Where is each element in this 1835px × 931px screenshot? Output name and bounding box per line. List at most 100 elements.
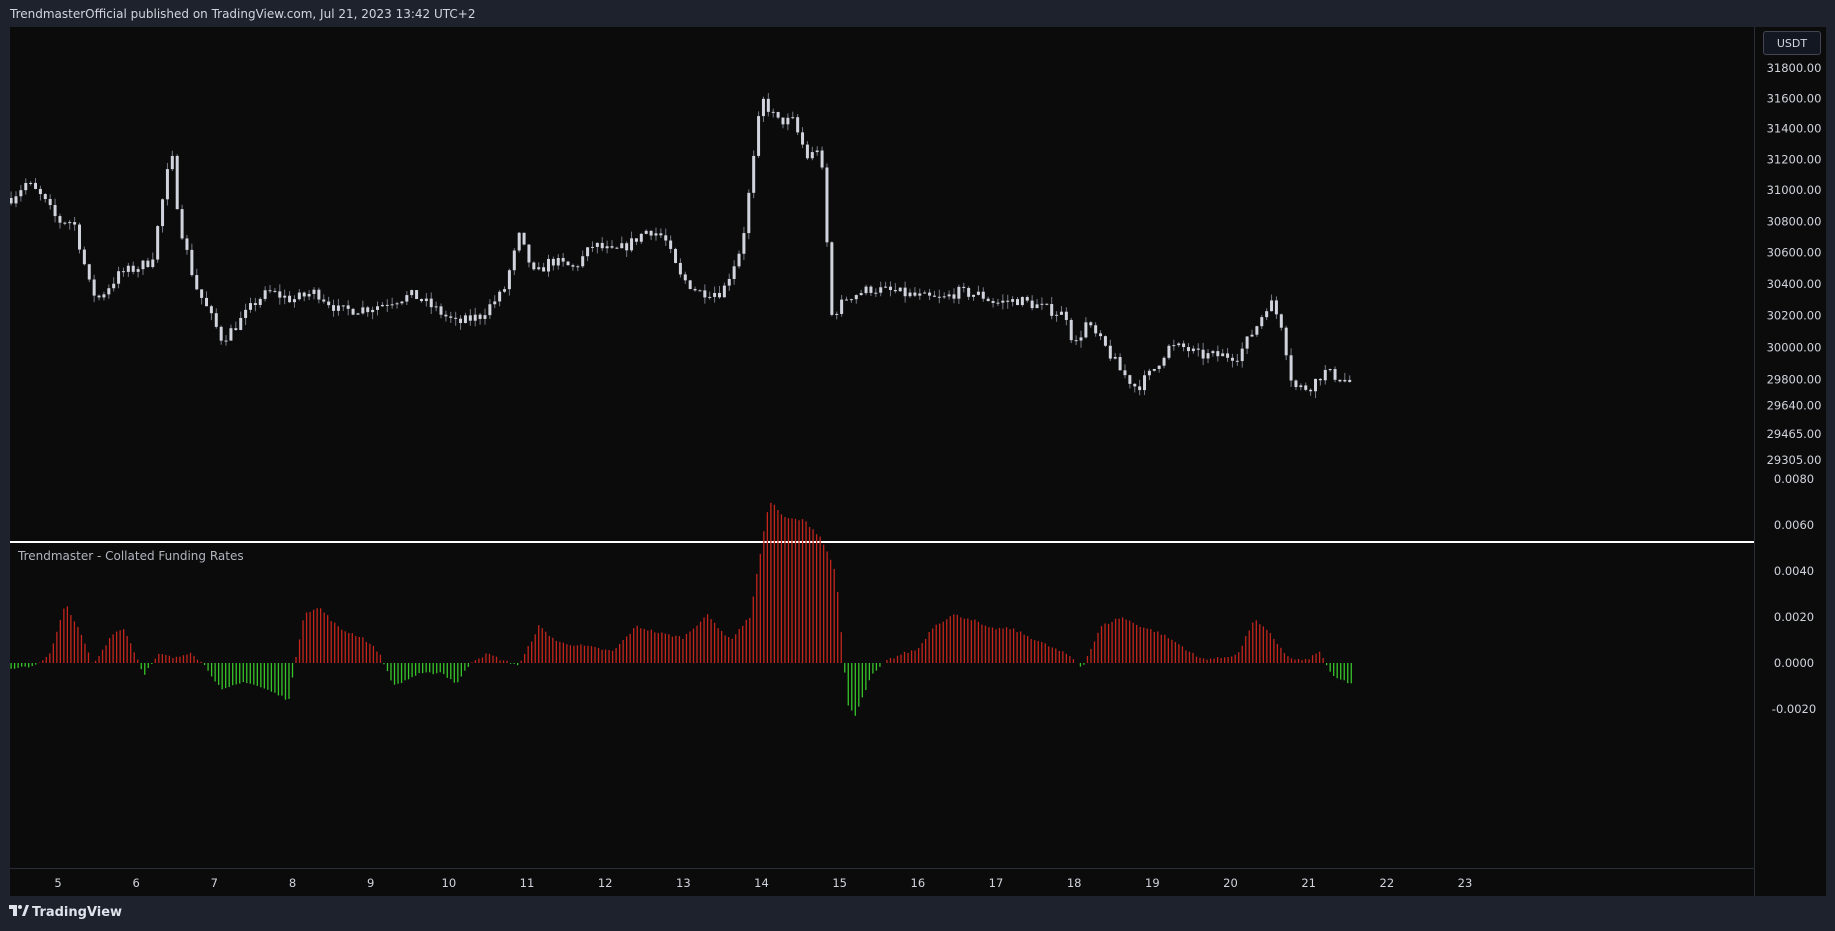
- candle-body: [366, 307, 370, 313]
- candle-body: [737, 253, 741, 267]
- candle-body: [288, 295, 292, 303]
- candle-body: [630, 238, 634, 251]
- candle-body: [1314, 378, 1318, 392]
- candle-body: [346, 305, 350, 309]
- candle-body: [937, 296, 941, 298]
- candle-body: [209, 306, 213, 314]
- candle-body: [644, 230, 648, 234]
- price-tick-label: 30200.00: [1767, 309, 1822, 323]
- candle-body: [669, 240, 673, 249]
- tradingview-logo-icon[interactable]: [9, 903, 29, 917]
- candle-body: [576, 266, 580, 268]
- candle-body: [205, 297, 209, 307]
- candle-body: [928, 292, 932, 296]
- candle-body: [82, 249, 86, 265]
- publish-info: TrendmasterOfficial published on Trading…: [10, 7, 476, 21]
- candle-body: [136, 269, 140, 272]
- candle-body: [1221, 353, 1225, 357]
- tradingview-brand[interactable]: TradingView: [32, 905, 123, 920]
- candle-body: [121, 271, 125, 273]
- time-axis[interactable]: 5 6 7 8 9 10 11 12 13 14 15 16 17 18 19 20 21 22 23: [54, 876, 1472, 890]
- candle-body: [757, 116, 761, 156]
- candle-body: [170, 155, 174, 170]
- candle-body: [1182, 343, 1186, 348]
- currency-button[interactable]: USDT: [1763, 31, 1821, 55]
- candle-body: [161, 199, 165, 227]
- candle-body: [351, 308, 355, 315]
- candle-body: [542, 267, 546, 272]
- price-tick-label: 31000.00: [1767, 183, 1822, 197]
- candle-body: [688, 280, 692, 289]
- candle-body: [1108, 345, 1112, 359]
- candle-body: [1343, 379, 1347, 382]
- candle-body: [112, 283, 116, 289]
- candle-body: [53, 205, 57, 217]
- candle-body: [678, 262, 682, 275]
- candle-body: [512, 250, 516, 271]
- candle-body: [444, 314, 448, 317]
- candle-body: [1079, 337, 1083, 341]
- candle-body: [175, 155, 179, 210]
- candle-body: [1260, 317, 1264, 327]
- candle-body: [551, 258, 555, 266]
- candle-body: [283, 295, 287, 298]
- candle-body: [87, 264, 91, 280]
- candle-body: [1333, 369, 1337, 380]
- candle-body: [683, 274, 687, 281]
- candle-body: [996, 302, 1000, 304]
- candle-body: [1255, 326, 1259, 335]
- footer-bar: [0, 896, 1835, 931]
- candle-body: [239, 317, 243, 330]
- candle-body: [234, 328, 238, 330]
- candle-body: [312, 289, 316, 294]
- candle-body: [19, 190, 23, 197]
- candle-body: [796, 117, 800, 133]
- candle-body: [327, 301, 331, 306]
- candle-body: [1128, 375, 1132, 384]
- candle-body: [1304, 385, 1308, 390]
- rate-tick-label: 0.0060: [1774, 518, 1814, 532]
- candle-body: [923, 292, 927, 294]
- candle-body: [1074, 340, 1078, 342]
- candle-body: [869, 286, 873, 293]
- candle-body: [605, 246, 609, 249]
- candle-body: [493, 301, 497, 305]
- candle-body: [522, 232, 526, 245]
- candle-body: [947, 294, 951, 297]
- candle-body: [913, 292, 917, 296]
- candle-body: [400, 301, 404, 304]
- candle-body: [1084, 322, 1088, 338]
- candle-body: [1089, 322, 1093, 326]
- pane-separator[interactable]: [10, 541, 1754, 543]
- chart-area[interactable]: 31800.00 31600.00 31400.00 31200.00 31000.00…: [10, 27, 1826, 896]
- candle-body: [1118, 356, 1122, 371]
- time-tick-label: 15: [832, 876, 847, 890]
- candle-body: [131, 265, 135, 272]
- time-tick-label: 6: [133, 876, 140, 890]
- candle-body: [1059, 311, 1063, 315]
- candle-body: [156, 226, 160, 260]
- candle-body: [410, 290, 414, 296]
- candle-body: [180, 209, 184, 239]
- candle-body: [722, 285, 726, 298]
- candle-body: [1152, 368, 1156, 371]
- price-tick-label: 30000.00: [1767, 341, 1822, 355]
- price-axis[interactable]: 31800.00 31600.00 31400.00 31200.00 31000.00…: [1767, 61, 1822, 467]
- candle-body: [302, 292, 306, 297]
- candle-body: [268, 290, 272, 292]
- candle-body: [63, 222, 67, 224]
- candle-body: [1147, 370, 1151, 376]
- funding-rate-axis[interactable]: 0.0080 0.0060 0.0040 0.0020 0.0000 -0.0020: [1772, 472, 1816, 716]
- candle-body: [786, 117, 790, 125]
- candle-body: [874, 292, 878, 294]
- candle-body: [459, 318, 463, 323]
- candle-body: [1270, 300, 1274, 312]
- candle-body: [942, 296, 946, 298]
- time-tick-label: 22: [1380, 876, 1395, 890]
- candle-body: [815, 150, 819, 153]
- candle-body: [454, 317, 458, 319]
- candle-body: [258, 298, 262, 305]
- candle-body: [884, 286, 888, 288]
- price-tick-label: 29640.00: [1767, 398, 1822, 412]
- candle-body: [77, 224, 81, 250]
